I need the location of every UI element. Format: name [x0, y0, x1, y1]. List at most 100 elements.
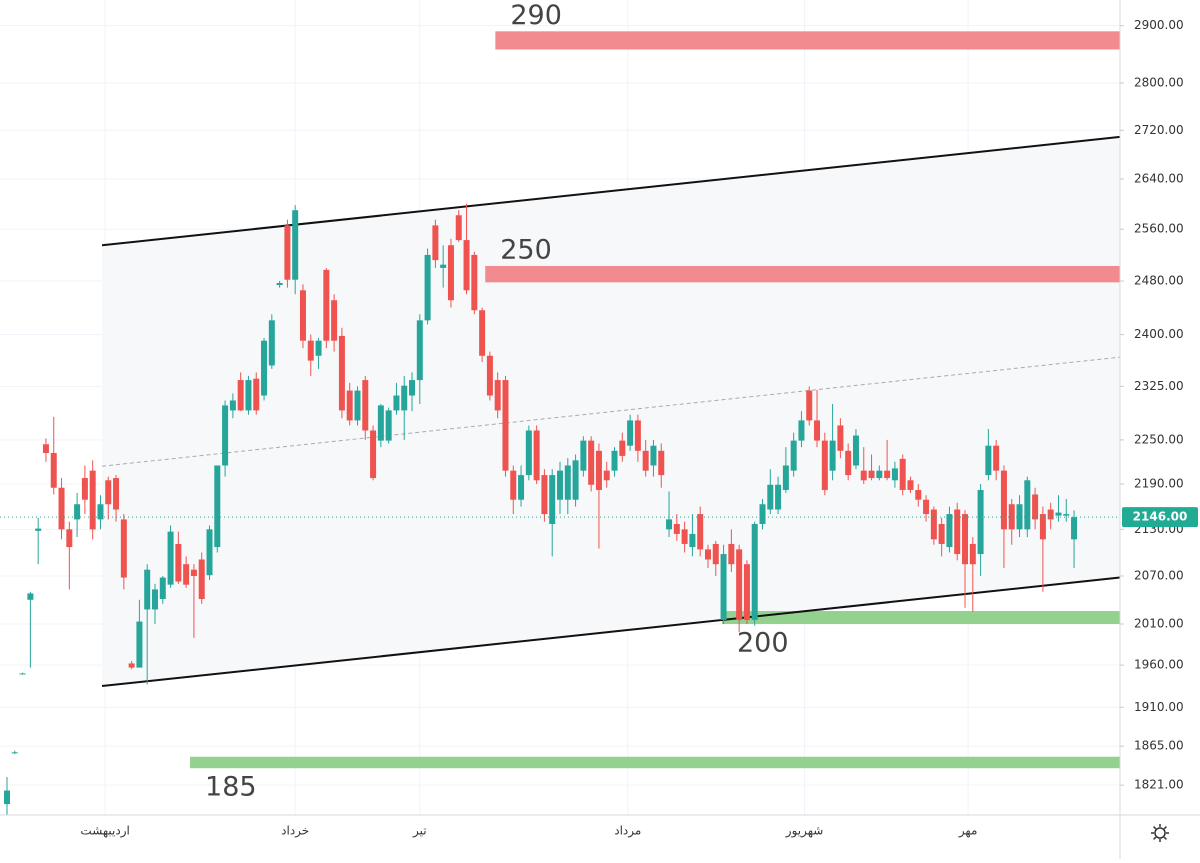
- candle-body: [876, 470, 883, 479]
- candle-body: [455, 215, 462, 241]
- candle-body: [66, 529, 73, 548]
- price-label: 2146.00: [1133, 510, 1188, 524]
- candle-body: [1000, 470, 1007, 530]
- y-tick-label: 2010.00: [1134, 616, 1184, 630]
- candle-body: [136, 621, 143, 668]
- candle-body: [790, 440, 797, 471]
- candle-body: [502, 380, 509, 471]
- candle-body: [58, 487, 65, 530]
- candle-body: [463, 240, 470, 291]
- candle-body: [681, 529, 688, 544]
- candle-body: [74, 504, 81, 520]
- candle-body: [299, 290, 306, 341]
- y-tick-label: 1821.00: [1134, 778, 1184, 792]
- candle-body: [471, 254, 478, 311]
- settings-icon[interactable]: [1151, 824, 1169, 842]
- trendline: [101, 135, 1121, 247]
- candle-body: [1047, 509, 1054, 520]
- candle-body: [814, 420, 821, 441]
- y-tick-label: 2900.00: [1134, 18, 1184, 32]
- candle-body: [144, 569, 151, 610]
- candle-body: [525, 430, 532, 476]
- candle-body: [1039, 514, 1046, 540]
- zone-label: 290: [510, 0, 562, 31]
- candle-body: [868, 470, 875, 479]
- candle-body: [370, 430, 377, 479]
- candle-body: [743, 564, 750, 620]
- candle-body: [385, 410, 392, 441]
- candle-body: [728, 543, 735, 565]
- candle-body: [533, 430, 540, 481]
- candle-body: [377, 405, 384, 441]
- zone: [190, 756, 1120, 769]
- candle-body: [1071, 517, 1078, 540]
- candle-body: [712, 543, 719, 565]
- candle-body: [237, 380, 244, 411]
- zone-label: 250: [500, 234, 552, 265]
- candle-body: [518, 475, 525, 500]
- candle-body: [432, 225, 439, 261]
- candle-body: [985, 445, 992, 476]
- candle-body: [120, 519, 127, 578]
- candle-body: [292, 210, 299, 280]
- candle-body: [113, 478, 120, 510]
- candle-body: [962, 514, 969, 565]
- candle-body: [81, 478, 88, 500]
- candle-body: [564, 465, 571, 500]
- y-tick-label: 2070.00: [1134, 568, 1184, 582]
- candle-body: [829, 440, 836, 471]
- candle-body: [486, 355, 493, 396]
- candle-body: [89, 470, 96, 530]
- candle-body: [393, 395, 400, 411]
- x-tick-label: شهریور: [785, 824, 824, 839]
- candle-body: [447, 245, 454, 301]
- y-tick-label: 2720.00: [1134, 123, 1184, 137]
- candle-body: [689, 533, 696, 548]
- zone: [485, 265, 1120, 283]
- candle-body: [549, 475, 556, 524]
- candle-body: [401, 385, 408, 411]
- candle-body: [183, 564, 190, 585]
- candle-body: [253, 378, 260, 411]
- y-tick-label: 1865.00: [1134, 739, 1184, 753]
- candle-body: [642, 450, 649, 471]
- y-tick-label: 2640.00: [1134, 171, 1184, 185]
- zone: [495, 31, 1121, 50]
- candle-body: [782, 465, 789, 490]
- gear-ring: [1154, 827, 1166, 839]
- y-tick-label: 2250.00: [1134, 432, 1184, 446]
- candle-body: [214, 465, 221, 548]
- candle-body: [580, 440, 587, 471]
- candle-body: [923, 499, 930, 515]
- candle-body: [969, 543, 976, 565]
- candle-body: [821, 440, 828, 490]
- gear-tooth: [1163, 826, 1167, 830]
- candle-body: [627, 420, 634, 446]
- y-tick-label: 2480.00: [1134, 274, 1184, 288]
- candle-body: [891, 468, 898, 481]
- candle-body: [588, 440, 595, 485]
- candle-body: [759, 504, 766, 524]
- y-tick-label: 2190.00: [1134, 476, 1184, 490]
- candle-body: [276, 283, 283, 285]
- candle-body: [159, 577, 166, 600]
- y-tick-label: 2800.00: [1134, 75, 1184, 89]
- y-tick-label: 1910.00: [1134, 700, 1184, 714]
- candle-body: [650, 445, 657, 466]
- candle-body: [11, 752, 18, 754]
- candle-body: [175, 543, 182, 582]
- x-tick-label: تیر: [412, 824, 427, 839]
- candle-body: [775, 484, 782, 510]
- candle-body: [634, 420, 641, 451]
- candle-body: [440, 264, 447, 268]
- candle-body: [619, 440, 626, 456]
- candle-body: [323, 269, 330, 341]
- candle-body: [1063, 514, 1070, 516]
- candle-body: [416, 320, 423, 381]
- candle-body: [806, 390, 813, 421]
- candle-body: [930, 509, 937, 540]
- candle-body: [479, 310, 486, 356]
- candle-body: [666, 519, 673, 530]
- candle-body: [331, 300, 338, 341]
